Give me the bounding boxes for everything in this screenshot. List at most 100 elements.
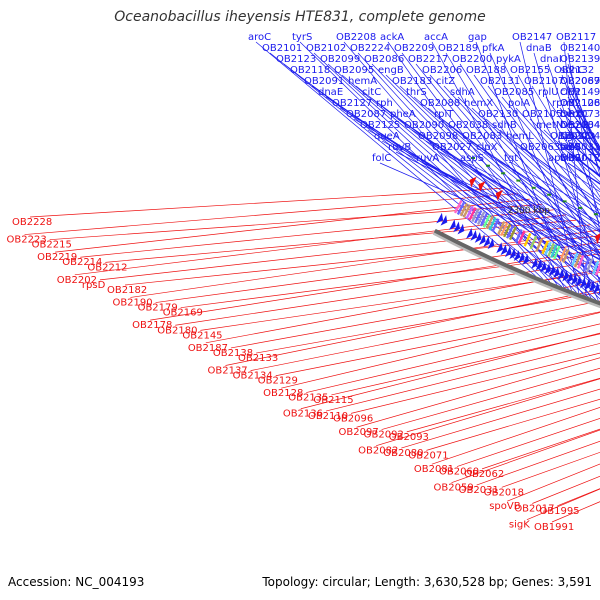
reverse-gene-label: OB2202 [57, 275, 97, 286]
reverse-gene-label: OB1991 [534, 522, 574, 533]
forward-label-connector [385, 74, 600, 283]
forward-gene-arrow [449, 219, 456, 230]
forward-label-connector [423, 162, 600, 248]
reverse-label-connector [356, 357, 600, 428]
cog-category-mark [550, 244, 558, 259]
reverse-label-connector [350, 352, 600, 414]
forward-label-connector [567, 52, 600, 235]
forward-label-connector [425, 140, 600, 244]
reverse-gene-label: OB2190 [112, 297, 152, 308]
forward-gene-label: OB2131 [480, 76, 520, 87]
forward-gene-arrow [513, 250, 521, 261]
reverse-label-connector [200, 271, 600, 331]
forward-label-connector [443, 85, 600, 254]
cog-category-mark [576, 254, 585, 269]
forward-gene-arrow [553, 266, 560, 278]
forward-gene-label: OB2206 [422, 65, 462, 76]
forward-gene-label: citH [560, 87, 580, 98]
forward-gene-label: OB2123 [276, 54, 316, 65]
forward-gene-label: OB2208 [336, 32, 376, 43]
reverse-gene-label: OB2215 [32, 240, 72, 251]
cog-category-mark [514, 229, 523, 243]
reverse-label-connector [331, 333, 600, 396]
rna-mark [471, 157, 475, 159]
forward-gene-label: metN [536, 120, 563, 131]
reverse-label-connector [451, 429, 600, 484]
reverse-label-connector [481, 428, 600, 470]
forward-gene-label: OB2038 [448, 120, 488, 131]
forward-gene-label: OB2189 [438, 43, 478, 54]
reverse-gene-label: OB2092 [364, 430, 404, 441]
cog-category-mark [482, 214, 491, 228]
forward-label-connector [353, 118, 600, 266]
forward-gene-arrow [440, 215, 448, 226]
forward-gene-label: spoVID [560, 131, 595, 142]
forward-gene-label: engB [378, 65, 404, 76]
reverse-label-connector [275, 311, 600, 377]
forward-label-connector [517, 74, 600, 225]
cog-category-mark [453, 199, 463, 214]
forward-gene-label: OB2087 [346, 109, 386, 120]
cog-category-mark [479, 212, 489, 227]
forward-gene-arrow [518, 252, 525, 263]
forward-gene-label: rplU [538, 87, 559, 98]
forward-gene-arrow [522, 253, 529, 265]
reverse-label-connector [426, 398, 600, 451]
reverse-label-connector [300, 332, 600, 410]
forward-gene-label: rpmI [552, 98, 575, 109]
cog-category-mark [562, 249, 570, 263]
reverse-label-connector [401, 388, 600, 449]
forward-label-connector [567, 151, 600, 176]
forward-gene-label: OB2118 [290, 65, 330, 76]
reverse-gene-label: OB2096 [333, 413, 373, 424]
forward-gene-label: hemB [560, 120, 589, 131]
forward-gene-label: OB2063 [520, 142, 560, 153]
forward-gene-arrow [548, 265, 556, 277]
reverse-gene-label: OB2080 [383, 448, 423, 459]
forward-gene-label: OB2117 [556, 32, 596, 43]
forward-label-connector [485, 118, 600, 218]
forward-label-connector [473, 74, 600, 254]
forward-label-connector [529, 118, 600, 191]
cog-category-mark [529, 235, 538, 250]
reverse-gene-label: OB2178 [132, 320, 172, 331]
reverse-label-connector [255, 291, 600, 354]
forward-gene-label: OB2183 [392, 76, 432, 87]
forward-gene-label: relA [560, 142, 580, 153]
forward-label-connector [299, 41, 543, 280]
forward-label-connector [567, 107, 600, 152]
forward-gene-label: OB2126 [560, 98, 600, 109]
rna-mark [486, 164, 490, 167]
forward-label-connector [547, 63, 600, 218]
reverse-gene-label: OB2228 [12, 217, 52, 228]
reverse-gene-arrow [495, 189, 503, 201]
forward-gene-label: dnaB [526, 43, 552, 54]
forward-gene-label: trmU [560, 153, 585, 164]
forward-label-connector [255, 41, 536, 277]
tick-labels: 2300 kbp2250 kbp2200 kbp2150 kbp2100 kbp… [508, 206, 551, 216]
rna-mark [547, 193, 552, 196]
forward-label-connector [559, 107, 600, 163]
reverse-gene-label: OB1995 [539, 506, 579, 517]
forward-gene-label: citC [362, 87, 381, 98]
reverse-gene-label: OB2223 [7, 235, 47, 246]
forward-gene-label: sdhA [450, 87, 475, 98]
forward-gene-label: OB2108 [560, 98, 600, 109]
cog-category-mark [559, 247, 567, 262]
forward-gene-label: OB2147 [512, 32, 552, 43]
forward-gene-arrow [509, 248, 516, 260]
reverse-label-connector [376, 378, 600, 447]
genome-backbone [433, 228, 600, 306]
forward-gene-label: OB2084 [560, 120, 600, 131]
forward-gene-label: tig [560, 131, 573, 142]
forward-gene-label: OB2188 [466, 65, 506, 76]
forward-gene-arrow [505, 246, 512, 258]
forward-gene-arrow [453, 221, 460, 233]
cog-category-mark [582, 257, 591, 272]
forward-label-connector [431, 41, 565, 288]
forward-gene-label: OB2027 [432, 142, 472, 153]
forward-gene-arrow [593, 282, 600, 294]
reverse-gene-label: OB2071 [408, 450, 448, 461]
forward-gene-arrow [479, 234, 486, 245]
